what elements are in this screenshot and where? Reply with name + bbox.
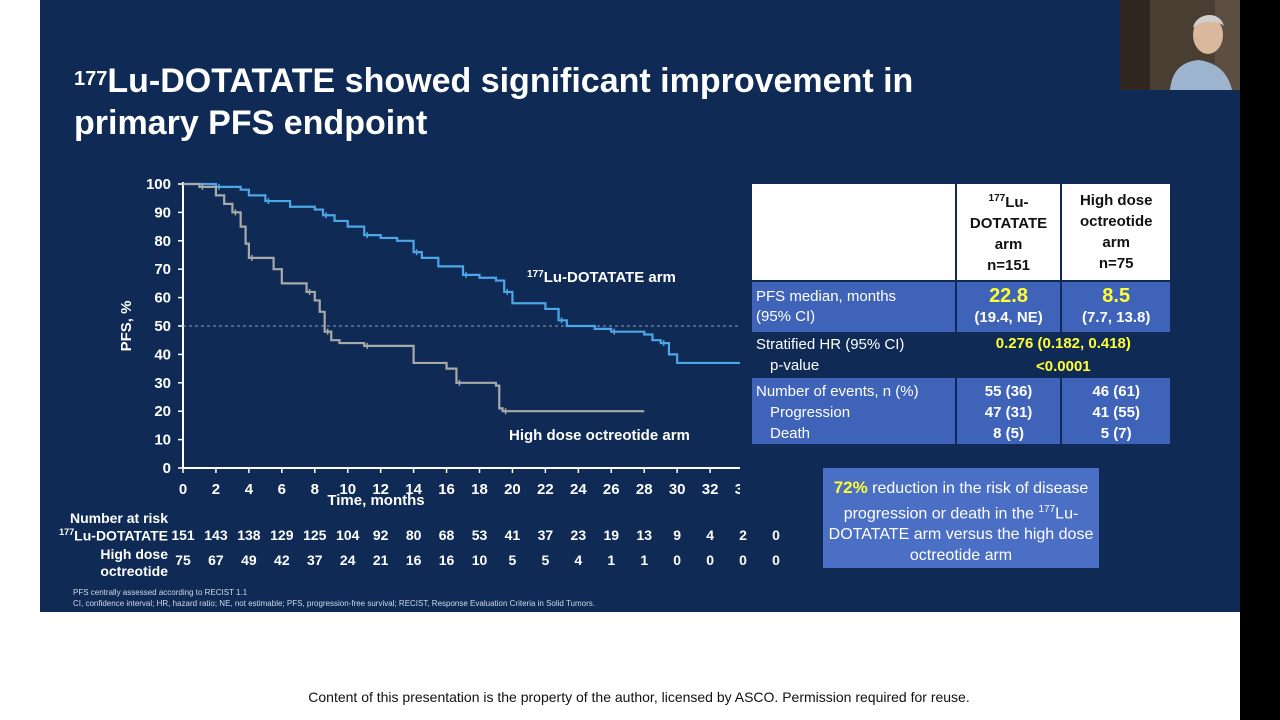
x-tick-label: 16	[438, 481, 455, 498]
risk-count: 24	[339, 552, 356, 568]
series-label-octreotide: High dose octreotide arm	[509, 427, 690, 444]
x-tick-label: 32	[702, 481, 719, 498]
risk-count: 92	[372, 527, 389, 543]
risk-count: 16	[438, 552, 455, 568]
risk-count: 143	[204, 527, 228, 543]
table-row-pfs-median: PFS median, months (95% CI) 22.8 (19.4, NE…	[752, 282, 1170, 332]
footnote-2: CI, confidence interval; HR, hazard rati…	[73, 599, 595, 608]
risk-count: 68	[438, 527, 455, 543]
x-tick-label: 6	[278, 481, 286, 498]
risk-count: 49	[241, 552, 257, 568]
results-table: 177Lu- DOTATATE arm n=151 High dose octr…	[752, 184, 1170, 444]
y-tick-label: 30	[154, 375, 171, 392]
x-tick-label: 10	[339, 481, 356, 498]
risk-count: 5	[541, 552, 550, 568]
table-row-pvalue: p-value <0.0001	[752, 355, 1170, 378]
risk-count: 19	[603, 527, 620, 543]
x-tick-label: 4	[245, 481, 254, 498]
y-tick-label: 50	[154, 318, 171, 335]
risk-count: 0	[673, 552, 682, 568]
risk-count: 125	[303, 527, 327, 543]
x-tick-label: 12	[372, 481, 389, 498]
risk-count: 37	[306, 552, 323, 568]
col-header-octreotide: High dose octreotide arm n=75	[1060, 184, 1170, 280]
risk-count: 10	[471, 552, 488, 568]
y-tick-label: 40	[154, 346, 171, 363]
title-line-1: 177Lu-DOTATATE showed significant improv…	[74, 62, 914, 100]
risk-count: 5	[508, 552, 517, 568]
footer-area	[0, 612, 1240, 720]
risk-count: 21	[372, 552, 389, 568]
km-curve-lutetium	[183, 182, 740, 365]
risk-count: 16	[405, 552, 422, 568]
x-tick-label: 2	[212, 481, 220, 498]
risk-count: 0	[772, 552, 780, 568]
x-tick-label: 0	[179, 481, 187, 498]
x-tick-label: 28	[636, 481, 653, 498]
y-tick-label: 90	[154, 204, 171, 221]
x-tick-label: 26	[603, 481, 620, 498]
x-tick-label: 18	[471, 481, 488, 498]
risk-count: 1	[607, 552, 616, 568]
risk-count: 129	[270, 527, 294, 543]
hr-reduction-callout: 72% reduction in the risk of disease pro…	[823, 468, 1099, 568]
y-tick-label: 0	[163, 460, 171, 477]
risk-count: 0	[706, 552, 714, 568]
table-header-row: 177Lu- DOTATATE arm n=151 High dose octr…	[752, 184, 1170, 280]
risk-label-lutetium: 177Lu-DOTATATE	[59, 527, 168, 544]
risk-count: 4	[706, 527, 714, 543]
copyright-footer: Content of this presentation is the prop…	[308, 689, 970, 705]
risk-count: 104	[336, 527, 360, 543]
risk-count: 13	[636, 527, 652, 543]
title-line-2: primary PFS endpoint	[74, 104, 428, 142]
risk-count: 1	[640, 552, 649, 568]
y-tick-label: 60	[154, 290, 171, 307]
risk-count: 41	[504, 527, 521, 543]
y-tick-label: 20	[154, 403, 171, 420]
col-header-lutetium: 177Lu- DOTATATE arm n=151	[954, 184, 1062, 280]
risk-count: 0	[739, 552, 747, 568]
x-tick-label: 14	[405, 481, 422, 498]
y-axis-label: PFS, %	[118, 301, 135, 352]
x-axis-label: Time, months	[327, 492, 424, 509]
x-tick-label: 24	[570, 481, 587, 498]
x-tick-label: 8	[311, 481, 319, 498]
footnote-1: PFS centrally assessed according to RECI…	[73, 588, 248, 597]
risk-count: 4	[574, 552, 583, 568]
km-curve-octreotide	[183, 182, 645, 413]
risk-count: 75	[175, 552, 191, 568]
right-black-strip	[1240, 0, 1280, 720]
risk-count: 23	[570, 527, 587, 543]
y-tick-label: 10	[154, 432, 171, 449]
risk-count: 80	[405, 527, 422, 543]
y-tick-label: 70	[154, 261, 171, 278]
risk-count: 2	[739, 527, 747, 543]
table-row-events: Number of events, n (%) Progression Deat…	[752, 378, 1170, 444]
risk-count: 138	[237, 527, 261, 543]
risk-header: Number at risk	[69, 510, 168, 526]
risk-count: 0	[772, 527, 780, 543]
series-label-lutetium: 177Lu-DOTATATE arm	[527, 269, 676, 286]
y-tick-label: 80	[154, 233, 171, 250]
y-axis-title: PFS, %	[118, 301, 135, 352]
x-tick-label: 22	[537, 481, 554, 498]
risk-count: 67	[208, 552, 224, 568]
x-tick-label: 34	[735, 481, 740, 498]
left-margin	[0, 0, 40, 612]
risk-count: 151	[171, 527, 195, 543]
x-tick-label: 20	[504, 481, 521, 498]
risk-label-octreotide: High dose octreotide	[100, 546, 168, 579]
risk-count: 9	[673, 527, 682, 543]
risk-count: 53	[471, 527, 488, 543]
risk-count: 37	[537, 527, 554, 543]
table-row-hr: Stratified HR (95% CI) 0.276 (0.182, 0.4…	[752, 332, 1170, 355]
presenter-webcam	[1120, 0, 1240, 90]
risk-count: 42	[274, 552, 290, 568]
slide-title: 177Lu-DOTATATE showed significant improv…	[74, 60, 1084, 144]
x-tick-label: 30	[669, 481, 686, 498]
y-tick-label: 100	[146, 176, 171, 193]
